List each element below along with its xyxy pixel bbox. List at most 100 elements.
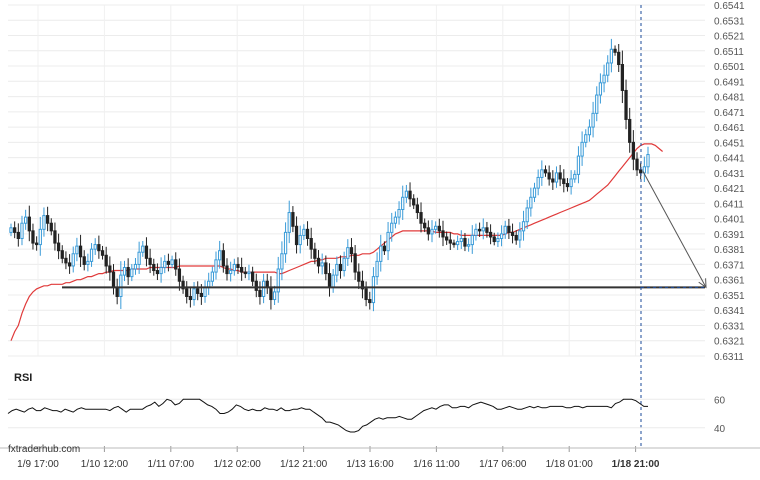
candle-body [617,51,621,66]
candle-body [346,247,350,259]
candle-body [272,291,277,301]
y-tick-label: 0.6451 [714,138,745,149]
y-tick-label: 0.6491 [714,77,745,88]
candle-body [9,227,13,233]
x-tick-label: 1/9 17:00 [17,459,59,470]
candle-body [60,250,64,259]
y-tick-label: 0.6401 [714,215,745,226]
candle-body [532,187,537,198]
candle-body [635,158,639,171]
candle-body [232,263,236,272]
candle-body [390,222,394,233]
candle-body [591,112,595,128]
candle-body [401,196,405,210]
candle-body [371,276,376,304]
candle-body [254,280,258,291]
candle-body [331,274,335,288]
candle-body [78,245,83,258]
candle-body [16,231,20,239]
candle-body [291,212,295,227]
candle-body [236,263,240,268]
candle-body [419,212,423,224]
y-tick-label: 0.6331 [714,321,745,332]
candle-body [225,265,229,275]
candle-body [452,242,456,246]
candle-body [353,253,357,273]
candle-body [576,155,581,175]
candle-body [412,198,416,206]
candle-body [163,260,167,268]
y-tick-label: 0.6361 [714,276,745,287]
candle-body [510,231,515,236]
candle-body [261,280,266,297]
candle-body [631,141,635,160]
watermark-text: fxtraderhub.com [8,444,80,455]
candle-body [122,266,127,276]
candle-body [27,216,31,232]
candle-body [320,262,324,267]
candle-body [360,280,365,290]
candle-body [177,268,182,282]
candle-body [82,256,86,265]
candle-body [229,270,233,275]
y-tick-label: 0.6341 [714,306,745,317]
candle-body [327,273,332,288]
candle-body [305,228,310,239]
candle-body [521,221,526,232]
candle-body [580,141,584,157]
candle-body [584,134,588,143]
candles [9,38,650,312]
candle-body [203,286,207,297]
candle-body [525,207,529,223]
candle-body [558,172,562,180]
candle-body [551,178,555,183]
candle-body [595,94,599,114]
candle-body [170,259,174,265]
candle-body [258,289,262,297]
candle-body [470,234,474,246]
candle-body [67,262,72,267]
x-tick-label: 1/16 11:00 [413,459,460,470]
candle-body [126,266,130,278]
candle-body [441,230,445,238]
candle-body [624,89,628,120]
candle-body [445,236,449,241]
candle-body [269,286,273,301]
candle-body [243,271,247,275]
y-tick-label: 0.6431 [714,169,745,180]
candle-body [24,216,28,224]
candle-body [529,196,533,209]
candle-body [492,236,496,243]
candle-body [100,250,105,256]
rsi-label: RSI [14,372,32,384]
candle-body [434,225,438,230]
candle-body [294,225,299,246]
candle-body [459,237,463,243]
candle-body [639,169,643,174]
candle-body [133,263,138,270]
y-tick-label: 0.6501 [714,62,745,73]
candle-body [89,248,94,262]
candle-body [569,178,573,188]
candle-body [364,288,368,301]
candle-body [342,257,346,272]
candle-body [602,74,606,84]
candle-body [382,245,387,252]
candle-body [313,248,317,259]
candle-body [108,265,112,273]
x-tick-label: 1/18 01:00 [546,459,594,470]
candle-body [397,208,401,218]
candle-body [53,230,57,244]
candle-body [408,190,412,200]
candle-body [426,227,430,235]
candle-body [159,266,163,275]
y-tick-label: 0.6471 [714,108,745,119]
candle-body [455,241,460,246]
candle-body [185,288,189,297]
candle-body [404,190,409,198]
candle-body [349,247,354,255]
candle-body [316,257,321,267]
y-tick-label: 0.6521 [714,32,745,43]
